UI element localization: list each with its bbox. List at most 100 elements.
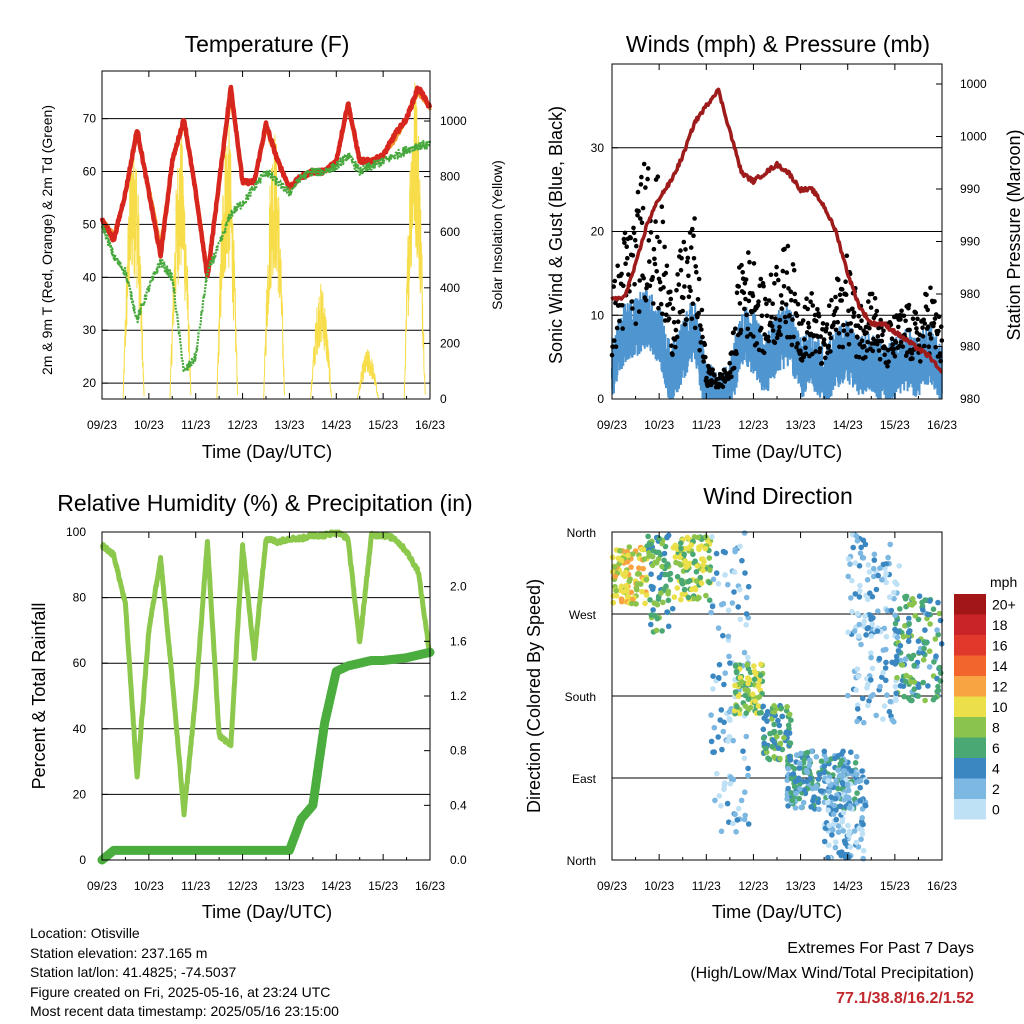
- gust-point: [652, 256, 657, 262]
- direction-point: [777, 729, 783, 736]
- direction-point: [744, 661, 751, 668]
- insolation-ytick-label: 600: [440, 225, 460, 239]
- gust-point: [874, 308, 880, 314]
- direction-point: [697, 574, 704, 581]
- insolation-line: [263, 134, 286, 400]
- gust-point: [782, 314, 788, 320]
- gust-point: [841, 322, 846, 328]
- direction-point: [628, 564, 634, 570]
- gust-point: [643, 185, 648, 190]
- direction-point: [726, 709, 733, 715]
- direction-point: [897, 657, 904, 664]
- gust-point: [759, 325, 764, 331]
- direction-point: [715, 580, 722, 587]
- direction-point: [847, 844, 854, 850]
- gust-point: [675, 319, 681, 325]
- direction-point: [795, 777, 802, 783]
- direction-point: [776, 722, 783, 729]
- gust-point: [751, 334, 756, 339]
- direction-point: [868, 654, 874, 661]
- direction-point: [708, 609, 714, 616]
- gust-point: [781, 284, 787, 289]
- direction-point: [650, 607, 656, 613]
- gust-point: [777, 324, 782, 330]
- direction-point: [869, 621, 876, 627]
- gust-point: [621, 283, 626, 289]
- gust-point: [736, 284, 741, 289]
- gust-point: [645, 166, 651, 171]
- direction-point: [906, 615, 912, 622]
- gust-point: [793, 298, 798, 304]
- direction-point: [911, 662, 917, 669]
- insolation-line: [169, 137, 192, 400]
- legend-label: 18: [992, 617, 1008, 633]
- gust-point: [745, 326, 751, 332]
- direction-point: [858, 544, 864, 551]
- direction-point: [876, 655, 883, 662]
- direction-point: [899, 662, 906, 668]
- direction-point: [866, 698, 872, 704]
- gust-point: [936, 314, 942, 320]
- direction-point: [663, 562, 670, 569]
- direction-point: [751, 663, 757, 669]
- direction-point: [757, 672, 764, 679]
- gust-point: [857, 342, 863, 347]
- gust-point: [675, 272, 680, 277]
- gust-point: [727, 360, 732, 366]
- gust-point: [824, 326, 829, 331]
- direction-point: [877, 683, 883, 690]
- gust-point: [703, 354, 708, 360]
- gust-point: [803, 345, 808, 351]
- gust-point: [757, 283, 762, 289]
- direction-point: [732, 811, 738, 818]
- direction-point: [851, 828, 858, 834]
- gust-point: [739, 262, 744, 268]
- direction-point: [710, 673, 716, 679]
- direction-point: [802, 750, 808, 757]
- humidity-plot-frame: [101, 531, 431, 861]
- direction-point: [722, 670, 728, 676]
- gust-point: [688, 245, 694, 250]
- gust-point: [795, 301, 801, 307]
- gust-point: [879, 338, 885, 344]
- insolation-line: [216, 125, 239, 400]
- direction-point: [793, 790, 799, 797]
- gust-point: [645, 176, 650, 182]
- gust-point: [928, 285, 933, 291]
- gust-point: [774, 335, 780, 341]
- gust-point: [897, 343, 902, 349]
- direction-point: [879, 577, 885, 583]
- temperature-ylabel: 2m & 9m T (Red, Orange) & 2m Td (Green): [39, 105, 55, 375]
- direction-point: [883, 633, 890, 640]
- direction-point: [618, 598, 625, 605]
- gust-point: [892, 354, 898, 359]
- direction-point: [719, 746, 725, 753]
- gust-point: [742, 281, 748, 286]
- direction-point: [903, 672, 910, 679]
- direction-point: [745, 654, 751, 661]
- created-text: Figure created on Fri, 2025-05-16, at 23…: [30, 983, 331, 1000]
- direction-point: [731, 589, 737, 595]
- gust-point: [922, 321, 928, 326]
- gust-point: [909, 350, 915, 356]
- direction-point: [897, 642, 904, 649]
- direction-point: [660, 599, 666, 606]
- direction-point: [734, 703, 740, 710]
- direction-point: [692, 558, 698, 564]
- direction-ytick-label: North: [567, 526, 596, 540]
- winds-xtick-label: 16/23: [927, 418, 957, 432]
- humidity-xlabel: Time (Day/UTC): [202, 902, 332, 922]
- direction-point: [732, 682, 738, 689]
- direction-point: [922, 597, 928, 603]
- direction-point: [647, 597, 653, 603]
- direction-point: [886, 708, 893, 715]
- gust-point: [614, 325, 620, 331]
- gust-point: [670, 306, 676, 311]
- insolation-ytick-label: 800: [440, 170, 460, 184]
- direction-point: [856, 778, 862, 785]
- direction-point: [864, 685, 870, 691]
- recent-text: Most recent data timestamp: 2025/05/16 2…: [30, 1003, 339, 1019]
- direction-point: [892, 694, 899, 701]
- direction-point: [804, 769, 811, 776]
- gust-point: [833, 294, 838, 300]
